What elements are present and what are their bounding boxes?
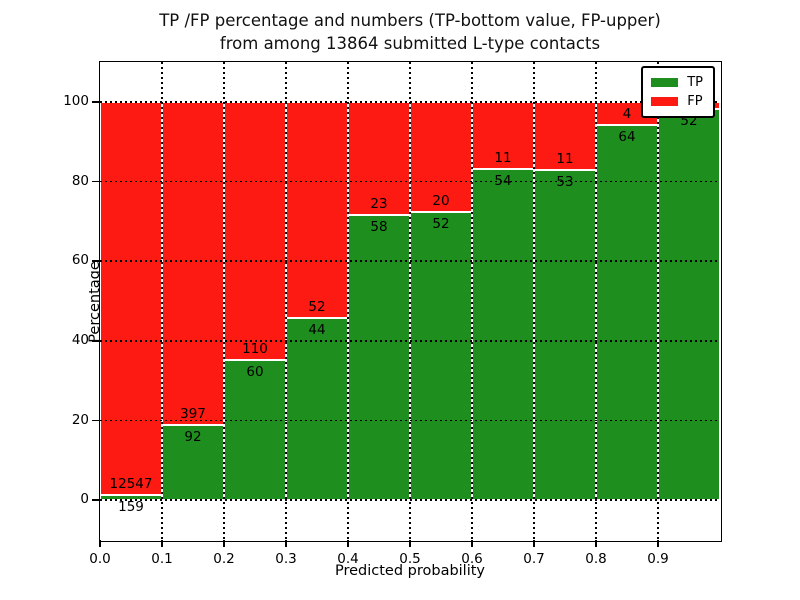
bar-label-fp: 4 xyxy=(622,106,632,123)
legend-item-tp: TP xyxy=(651,73,703,92)
y-tick xyxy=(91,101,100,103)
x-gridline xyxy=(657,62,659,540)
bar-label-tp: 58 xyxy=(370,218,388,235)
bar-segment-fp xyxy=(162,101,224,426)
bar-segment-tp xyxy=(162,425,224,501)
y-tick-label: 20 xyxy=(71,411,89,428)
x-gridline xyxy=(533,62,535,540)
y-tick-label: 80 xyxy=(71,172,89,189)
bar-segment-tp xyxy=(286,317,348,501)
x-tick-label: 0.5 xyxy=(399,551,421,567)
x-tick xyxy=(595,540,597,547)
x-tick xyxy=(657,540,659,547)
x-tick-label: 0.1 xyxy=(151,551,173,567)
bar-segment-fp xyxy=(410,101,472,213)
bar-segment-tp xyxy=(348,214,410,501)
x-tick-label: 0.0 xyxy=(89,551,111,567)
bar-label-tp: 92 xyxy=(184,429,202,446)
x-gridline xyxy=(595,62,597,540)
bar-segment-tp xyxy=(472,169,534,501)
bar-label-tp: 159 xyxy=(118,499,144,516)
bar-label-fp: 23 xyxy=(370,195,388,212)
bar-label-tp: 54 xyxy=(494,173,512,190)
bar-label-tp: 44 xyxy=(308,321,326,338)
bar-label-fp: 110 xyxy=(242,340,268,357)
legend-item-fp: FP xyxy=(651,92,703,111)
bar-label-fp: 52 xyxy=(308,298,326,315)
y-tick xyxy=(91,260,100,262)
x-tick xyxy=(409,540,411,547)
x-gridline xyxy=(161,62,163,540)
x-tick xyxy=(471,540,473,547)
bar-label-tp: 60 xyxy=(246,363,264,380)
x-tick xyxy=(533,540,535,547)
x-gridline xyxy=(223,62,225,540)
x-tick-label: 0.4 xyxy=(337,551,359,567)
y-tick-label: 60 xyxy=(71,252,89,269)
bar-segment-tp xyxy=(596,125,658,501)
x-gridline xyxy=(285,62,287,540)
x-tick xyxy=(161,540,163,547)
legend-swatch-tp-icon xyxy=(651,78,679,87)
bar-label-fp: 397 xyxy=(180,406,206,423)
y-tick-label: 40 xyxy=(71,331,89,348)
bar-segment-tp xyxy=(410,212,472,501)
legend-label-fp: FP xyxy=(687,94,703,109)
chart-title-line2: from among 13864 submitted L-type contac… xyxy=(219,34,601,53)
x-gridline xyxy=(347,62,349,540)
y-tick xyxy=(91,419,100,422)
bar-label-fp: 11 xyxy=(556,151,574,168)
legend-label-tp: TP xyxy=(687,75,703,90)
y-tick-label: 0 xyxy=(80,491,89,508)
chart-title: TP /FP percentage and numbers (TP-bottom… xyxy=(100,9,720,55)
bar-label-fp: 11 xyxy=(494,150,512,167)
x-tick-label: 0.7 xyxy=(523,551,545,567)
x-tick-label: 0.2 xyxy=(213,551,235,567)
x-tick xyxy=(285,540,287,547)
x-gridline xyxy=(471,62,473,540)
x-tick-label: 0.9 xyxy=(647,551,669,567)
x-gridline xyxy=(409,62,411,540)
x-tick xyxy=(223,540,225,547)
y-tick xyxy=(91,180,100,183)
bar-segment-fp xyxy=(224,101,286,360)
y-tick-label: 100 xyxy=(63,92,89,109)
chart-title-line1: TP /FP percentage and numbers (TP-bottom… xyxy=(159,11,661,30)
x-tick xyxy=(347,540,349,547)
bar-segment-tp xyxy=(658,109,720,501)
bar-segment-fp xyxy=(286,101,348,318)
bar-label-tp: 52 xyxy=(432,216,450,233)
x-tick-label: 0.6 xyxy=(461,551,483,567)
x-axis-label: Predicted probability xyxy=(334,563,486,579)
bar-segment-fp xyxy=(100,101,162,496)
bar-label-tp: 64 xyxy=(618,129,636,146)
bar-segment-tp xyxy=(224,359,286,501)
bar-segment-tp xyxy=(534,170,596,501)
bar-label-fp: 20 xyxy=(432,193,450,210)
y-tick xyxy=(91,499,100,501)
bar-label-fp: 12547 xyxy=(109,476,153,493)
legend-swatch-fp-icon xyxy=(651,97,679,106)
plot-area: Percentage TP FP 12547 159 397 92 110 60 52 44 2… xyxy=(63,60,722,567)
x-tick-label: 0.8 xyxy=(585,551,607,567)
x-tick xyxy=(99,540,101,547)
bar-segment-fp xyxy=(348,101,410,215)
x-tick-label: 0.3 xyxy=(275,551,297,567)
y-tick xyxy=(91,340,100,342)
legend: TP FP xyxy=(641,66,715,118)
bar-label-tp: 53 xyxy=(556,174,574,191)
